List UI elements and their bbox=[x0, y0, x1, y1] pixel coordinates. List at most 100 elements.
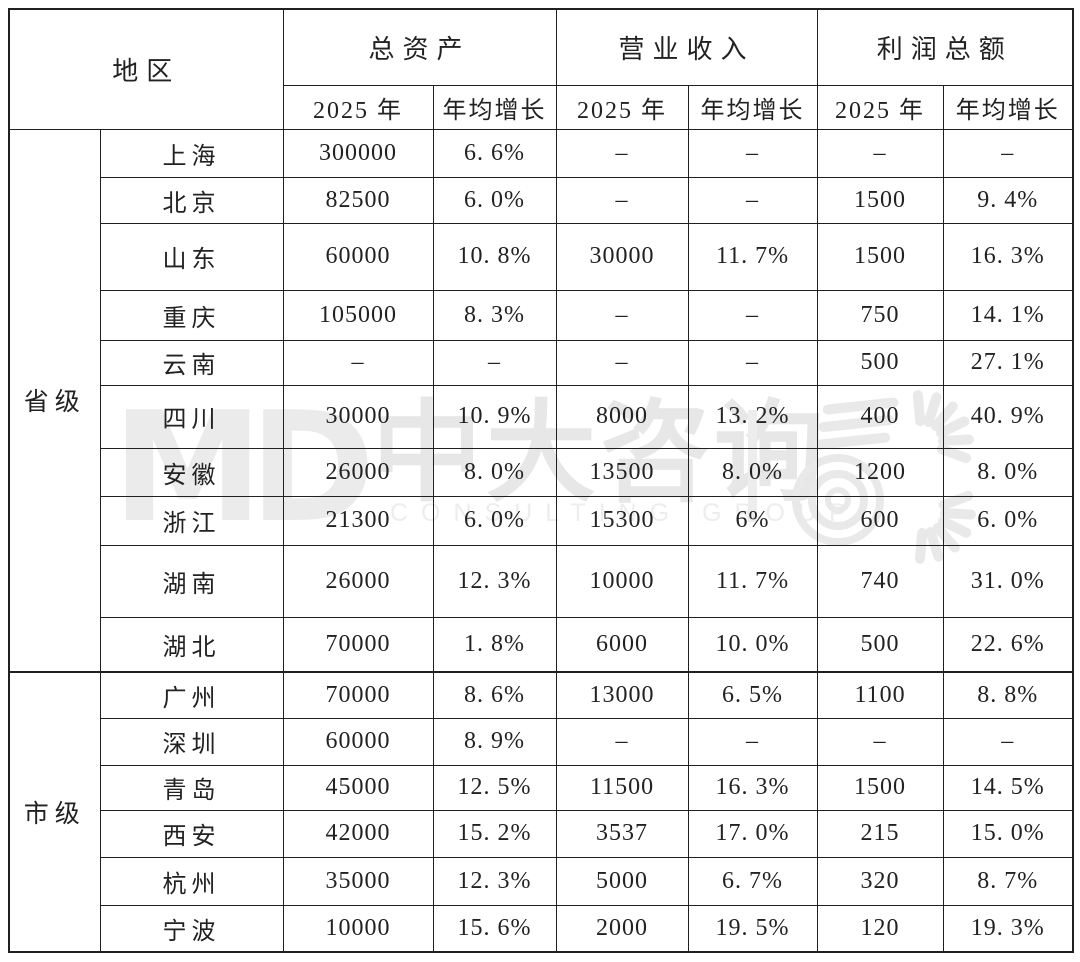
data-cell: – bbox=[816, 128, 944, 178]
table-row: 杭州 35000 12. 3% 5000 6. 7% 320 8. 7% bbox=[9, 856, 1074, 906]
data-cell: 6. 0% bbox=[942, 495, 1074, 546]
data-cell: 215 bbox=[816, 809, 944, 858]
data-cell: 15. 6% bbox=[432, 904, 557, 953]
data-cell: 16. 3% bbox=[687, 764, 818, 811]
region-name: 湖南 bbox=[99, 544, 284, 618]
data-cell: – bbox=[555, 128, 689, 178]
region-name: 北京 bbox=[99, 176, 284, 224]
data-cell: – bbox=[816, 717, 944, 766]
data-cell: 500 bbox=[816, 339, 944, 386]
data-cell: 6. 7% bbox=[687, 856, 818, 906]
table-row: 云南 – – – –500 27. 1% bbox=[9, 339, 1074, 386]
data-cell: 40. 9% bbox=[942, 384, 1074, 449]
region-name: 深圳 bbox=[99, 717, 284, 766]
subheader-profit-growth: 年均增长 bbox=[942, 84, 1074, 130]
table-row: 北京 82500 6. 0% – –1500 9. 4% bbox=[9, 176, 1074, 224]
region-name: 西安 bbox=[99, 809, 284, 858]
data-cell: 15. 0% bbox=[942, 809, 1074, 858]
data-cell: 10. 9% bbox=[432, 384, 557, 449]
data-cell: 8. 3% bbox=[432, 289, 557, 341]
table-row: 安徽 26000 8. 0% 13500 8. 0% 1200 8. 0% bbox=[9, 447, 1074, 497]
data-cell: 11. 7% bbox=[687, 544, 818, 618]
section-label: 省级 bbox=[8, 128, 101, 673]
data-cell: 11500 bbox=[555, 764, 689, 811]
data-cell: – bbox=[555, 289, 689, 341]
table-row: 省级 上海 300000 6. 6% – – – – bbox=[8, 128, 1074, 673]
data-cell: – bbox=[687, 176, 818, 224]
data-cell: 1. 8% bbox=[432, 616, 557, 673]
data-cell: 60000 bbox=[282, 222, 434, 291]
region-name: 上海 bbox=[99, 128, 284, 178]
data-cell: 22. 6% bbox=[942, 616, 1074, 673]
data-cell: 26000 bbox=[282, 447, 434, 497]
data-cell: 600 bbox=[816, 495, 944, 546]
data-cell: 120 bbox=[816, 904, 944, 953]
table-row: 青岛 45000 12. 5% 11500 16. 3% 1500 14. 5% bbox=[9, 764, 1074, 811]
data-cell: 1500 bbox=[816, 176, 944, 224]
data-cell: – bbox=[432, 339, 557, 386]
data-cell: 6. 5% bbox=[687, 671, 818, 719]
data-cell: 26000 bbox=[282, 544, 434, 618]
table-row: 西安 42000 15. 2% 3537 17. 0% 215 15. 0% bbox=[9, 809, 1074, 858]
region-name: 杭州 bbox=[99, 856, 284, 906]
table-header: 地区 总资产 营业收入 利润总额 2025 年 年均增长 2025 年 年均增长… bbox=[8, 8, 1074, 130]
table-row: 市级 广州 70000 8. 6% 13000 6. 5% 1100 8. 8% bbox=[8, 671, 1074, 953]
table-row: 山东 60000 10. 8% 30000 11. 7% 1500 16. 3% bbox=[9, 222, 1074, 291]
data-cell: 14. 5% bbox=[942, 764, 1074, 811]
data-cell: 31. 0% bbox=[942, 544, 1074, 618]
data-cell: 10000 bbox=[555, 544, 689, 618]
header-row-groups: 地区 总资产 营业收入 利润总额 bbox=[8, 8, 1074, 130]
region-name: 宁波 bbox=[99, 904, 284, 953]
data-cell: 35000 bbox=[282, 856, 434, 906]
data-cell: 8. 0% bbox=[942, 447, 1074, 497]
data-cell: 1100 bbox=[816, 671, 944, 719]
data-cell: – bbox=[942, 128, 1074, 178]
data-cell: 5000 bbox=[555, 856, 689, 906]
data-cell: – bbox=[555, 339, 689, 386]
data-cell: 1500 bbox=[816, 222, 944, 291]
data-cell: 13500 bbox=[555, 447, 689, 497]
table-row: 湖南 26000 12. 3% 10000 11. 7% 740 31. 0% bbox=[9, 544, 1074, 618]
data-cell: 6. 0% bbox=[432, 495, 557, 546]
table-row: 浙江 21300 6. 0% 15300 6% 600 6. 0% bbox=[9, 495, 1074, 546]
data-cell: 60000 bbox=[282, 717, 434, 766]
region-name: 四川 bbox=[99, 384, 284, 449]
data-cell: 300000 bbox=[282, 128, 434, 178]
data-cell: – bbox=[687, 339, 818, 386]
data-cell: 8. 6% bbox=[432, 671, 557, 719]
data-cell: 12. 3% bbox=[432, 544, 557, 618]
subheader-profit-year: 2025 年 bbox=[816, 84, 944, 130]
data-cell: 3537 bbox=[555, 809, 689, 858]
table-row: 湖北 70000 1. 8% 6000 10. 0% 500 22. 6% bbox=[9, 616, 1074, 673]
data-cell: 12. 3% bbox=[432, 856, 557, 906]
data-cell: 30000 bbox=[282, 384, 434, 449]
data-cell: 13000 bbox=[555, 671, 689, 719]
data-cell: 6. 0% bbox=[432, 176, 557, 224]
region-name: 山东 bbox=[99, 222, 284, 291]
data-cell: 13. 2% bbox=[687, 384, 818, 449]
data-cell: 17. 0% bbox=[687, 809, 818, 858]
data-cell: 15300 bbox=[555, 495, 689, 546]
table-row: 深圳 60000 8. 9% – – – – bbox=[9, 717, 1074, 766]
subheader-assets-year: 2025 年 bbox=[282, 84, 434, 130]
header-total-profit: 利润总额 bbox=[816, 8, 1074, 86]
data-cell: 8. 7% bbox=[942, 856, 1074, 906]
table-row: 宁波 10000 15. 6% 2000 19. 5% 120 19. 3% bbox=[9, 904, 1074, 953]
data-cell: 82500 bbox=[282, 176, 434, 224]
data-cell: 10. 0% bbox=[687, 616, 818, 673]
data-cell: 11. 7% bbox=[687, 222, 818, 291]
region-name: 浙江 bbox=[99, 495, 284, 546]
subheader-revenue-growth: 年均增长 bbox=[687, 84, 818, 130]
data-cell: – bbox=[942, 717, 1074, 766]
data-cell: 27. 1% bbox=[942, 339, 1074, 386]
table-body: 省级 上海 300000 6. 6% – – – – 北京 82500 6. 0% – –1500 9. … bbox=[8, 128, 1074, 953]
data-cell: 1200 bbox=[816, 447, 944, 497]
data-cell: 9. 4% bbox=[942, 176, 1074, 224]
data-cell: 6% bbox=[687, 495, 818, 546]
data-cell: – bbox=[282, 339, 434, 386]
data-cell: 750 bbox=[816, 289, 944, 341]
data-cell: 6000 bbox=[555, 616, 689, 673]
header-region: 地区 bbox=[8, 8, 284, 130]
data-cell: – bbox=[555, 176, 689, 224]
